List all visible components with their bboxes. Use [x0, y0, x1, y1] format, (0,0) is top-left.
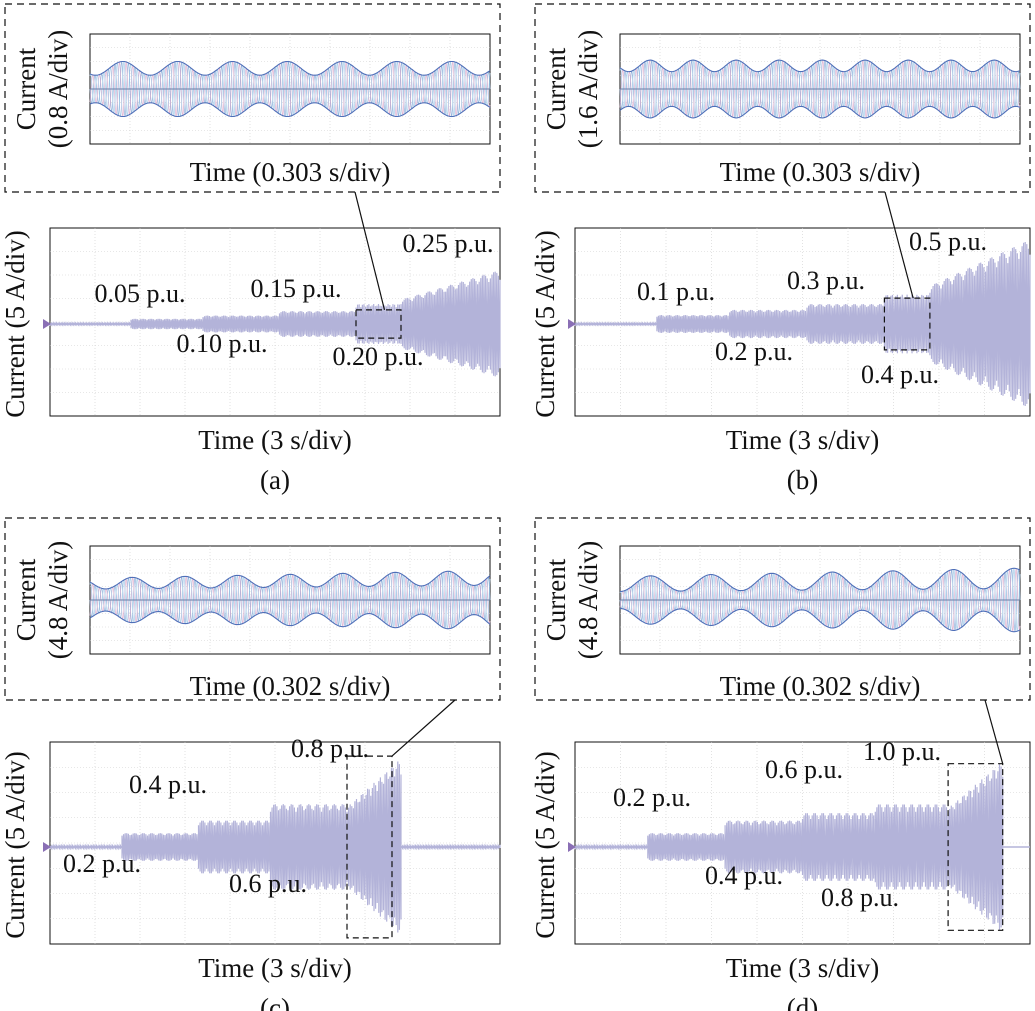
zoom-xlabel: Time (0.303 s/div)	[190, 157, 391, 187]
segment-label: 0.4 p.u.	[129, 770, 207, 799]
main-xlabel: Time (3 s/div)	[198, 425, 352, 455]
zoom-envelope-bottom	[619, 105, 1021, 119]
zoom-ylabel-bottom: (4.8 A/div)	[43, 541, 73, 660]
ground-marker	[568, 842, 576, 852]
segment-label: 0.4 p.u.	[705, 861, 783, 890]
main-plot: 0.1 p.u. 0.2 p.u. 0.3 p.u. 0.4 p.u. 0.5 p.u.	[568, 191, 1031, 417]
zoom-xlabel: Time (0.303 s/div)	[720, 157, 921, 187]
segment-label: 0.6 p.u.	[229, 869, 307, 898]
zoom-ylabel-bottom: (1.6 A/div)	[573, 30, 603, 149]
main-xlabel: Time (3 s/div)	[726, 425, 880, 455]
zoom-envelope-bottom	[89, 102, 491, 118]
zoom-trace-phase-3	[619, 59, 1021, 119]
zoom-ylabel-top: Current	[11, 558, 41, 641]
panel-a: Current (0.8 A/div) Time (0.303 s/div) 0.05…	[0, 3, 501, 495]
segment-label: 0.8 p.u.	[291, 734, 369, 763]
zoom-window-box	[346, 755, 393, 939]
zoom-ylabel-top: Current	[541, 47, 571, 130]
main-ylabel: Current (5 A/div)	[530, 751, 560, 938]
zoom-plot	[89, 33, 491, 145]
zoom-trace-phase-2	[619, 59, 1021, 119]
zoom-envelope-top	[89, 60, 491, 76]
main-plot: 0.2 p.u. 0.4 p.u. 0.6 p.u. 0.8 p.u.	[43, 699, 501, 945]
segment-label: 0.3 p.u.	[787, 266, 865, 295]
zoom-xlabel: Time (0.302 s/div)	[190, 671, 391, 701]
zoom-envelope-top	[619, 567, 1021, 593]
zoom-inset-frame	[534, 517, 1031, 701]
zoom-trace-phase-2	[89, 571, 491, 629]
main-xlabel: Time (3 s/div)	[726, 953, 880, 983]
panel-caption: (d)	[787, 993, 818, 1011]
zoom-window-box	[883, 297, 931, 351]
segment-label: 0.5 p.u.	[909, 227, 987, 256]
segment-label: 1.0 p.u.	[863, 737, 941, 766]
zoom-plot	[619, 33, 1021, 145]
zoom-inset-frame	[4, 517, 501, 701]
zoom-connector-line	[354, 191, 386, 311]
zoom-ylabel-top: Current	[11, 47, 41, 130]
zoom-envelope-top	[89, 570, 491, 590]
panel-c: Current (4.8 A/div)Time (0.302 s/div)0.2 …	[0, 517, 501, 1011]
panel-caption: (b)	[787, 465, 818, 495]
panel-caption: (c)	[260, 993, 290, 1011]
zoom-window-box	[355, 309, 402, 339]
segment-label: 0.1 p.u.	[637, 277, 715, 306]
zoom-trace-phase-2	[619, 568, 1021, 632]
zoom-inset-frame	[534, 3, 1031, 193]
panel-b: Current (1.6 A/div) Time (0.303 s/div) 0.1 …	[530, 3, 1031, 495]
segment-label: 0.10 p.u.	[177, 329, 268, 358]
panel-d: Current (4.8 A/div)Time (0.302 s/div)0.2 …	[530, 517, 1031, 1011]
segment-label: 0.25 p.u.	[403, 229, 494, 258]
main-ylabel: Current (5 A/div)	[530, 230, 560, 417]
zoom-envelope-bottom	[619, 607, 1021, 633]
panel-caption: (a)	[260, 465, 290, 495]
segment-label: 0.8 p.u.	[821, 883, 899, 912]
zoom-trace-phase-3	[619, 568, 1021, 632]
segment-label: 0.2 p.u.	[63, 849, 141, 878]
zoom-ylabel-top: Current	[541, 558, 571, 641]
zoom-connector-line	[391, 699, 456, 757]
segment-label: 0.6 p.u.	[765, 755, 843, 784]
zoom-trace-phase-3	[89, 571, 491, 629]
zoom-plot	[619, 545, 1021, 655]
zoom-ylabel-bottom: (0.8 A/div)	[43, 30, 73, 149]
segment-label: 0.2 p.u.	[613, 783, 691, 812]
segment-label: 0.05 p.u.	[95, 279, 186, 308]
zoom-inset-frame	[4, 3, 501, 193]
zoom-trace-phase-2	[89, 60, 491, 118]
zoom-ylabel-bottom: (4.8 A/div)	[573, 541, 603, 660]
zoom-plot	[89, 545, 491, 655]
main-ylabel: Current (5 A/div)	[0, 230, 30, 417]
ground-marker	[568, 319, 576, 329]
zoom-trace-phase-3	[89, 60, 491, 118]
segment-label: 0.20 p.u.	[333, 342, 424, 371]
zoom-envelope-top	[619, 59, 1021, 73]
main-plot: 0.05 p.u. 0.10 p.u. 0.15 p.u. 0.20 p.u. 0.25…	[43, 191, 501, 417]
segment-label: 0.4 p.u.	[861, 360, 939, 389]
zoom-xlabel: Time (0.302 s/div)	[720, 671, 921, 701]
zoom-envelope-bottom	[89, 610, 491, 630]
zoom-connector-line	[884, 191, 914, 299]
ground-marker	[43, 842, 51, 852]
main-ylabel: Current (5 A/div)	[0, 751, 30, 938]
ground-marker	[43, 319, 51, 329]
segment-label: 0.15 p.u.	[251, 274, 342, 303]
main-xlabel: Time (3 s/div)	[198, 953, 352, 983]
main-plot: 0.2 p.u. 0.4 p.u. 0.6 p.u. 0.8 p.u. 1.0 p.u.	[568, 699, 1031, 945]
zoom-connector-line	[984, 699, 1004, 764]
segment-label: 0.2 p.u.	[715, 337, 793, 366]
